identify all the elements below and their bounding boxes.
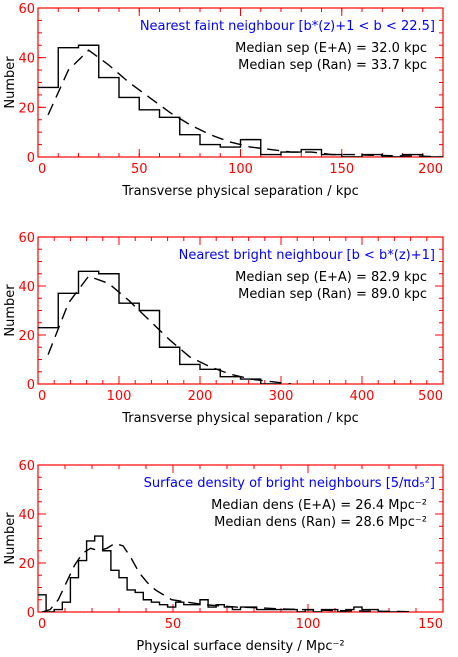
y-tick-label: 40 (18, 52, 35, 67)
y-tick-label: 40 (18, 508, 35, 523)
y-tick-label: 40 (18, 280, 35, 295)
median-annotation: Median sep (Ran) = 89.0 kpc (238, 287, 427, 302)
x-tick-label: 150 (418, 617, 443, 632)
histogram-ea-series (38, 535, 403, 612)
y-tick-label: 20 (18, 557, 35, 572)
random-sample-dashed-series (41, 542, 415, 612)
y-tick-label: 0 (27, 151, 35, 166)
x-axis-label: Transverse physical separation / kpc (121, 184, 359, 199)
x-tick-label: 50 (131, 162, 148, 177)
x-tick-label: 100 (107, 389, 132, 404)
chart-panel-1: 0 50 100 150 200 0 20 40 60 Transverse physical s… (3, 2, 444, 199)
y-tick-label: 60 (18, 459, 35, 474)
y-tick-label: 0 (27, 378, 35, 393)
x-tick-label: 100 (296, 617, 321, 632)
median-annotation: Median dens (E+A) = 26.4 Mpc⁻² (211, 498, 427, 513)
y-tick-label: 0 (27, 606, 35, 621)
chart-panel-3: 0 50 100 150 0 20 40 60 Physical surface density… (3, 459, 444, 654)
y-tick-label: 60 (18, 2, 35, 17)
median-annotation: Median dens (Ran) = 28.6 Mpc⁻² (214, 515, 427, 530)
panel-title: Surface density of bright neighbours [5/… (144, 476, 435, 491)
y-tick-label: 20 (18, 101, 35, 116)
x-tick-label: 0 (38, 389, 46, 404)
y-tick-label: 60 (18, 231, 35, 246)
median-annotation: Median sep (E+A) = 82.9 kpc (235, 270, 427, 285)
x-axis-label: Physical surface density / Mpc⁻² (136, 639, 344, 654)
histogram-ea-series (38, 44, 443, 157)
x-tick-label: 400 (350, 389, 375, 404)
panel-title: Nearest bright neighbour [b < b*(z)+1] (179, 248, 435, 263)
x-tick-label: 50 (165, 617, 182, 632)
x-tick-label: 200 (418, 162, 443, 177)
x-tick-label: 0 (38, 617, 46, 632)
random-sample-dashed-series (47, 49, 433, 157)
y-tick-label: 20 (18, 329, 35, 344)
x-tick-label: 500 (418, 389, 443, 404)
y-axis-label: Number (3, 512, 18, 565)
x-tick-label: 150 (329, 162, 354, 177)
y-axis-label: Number (3, 56, 18, 109)
random-sample-dashed-series (47, 275, 292, 384)
panel-title: Nearest faint neighbour [b*(z)+1 < b < 2… (140, 19, 435, 34)
x-tick-label: 0 (38, 162, 46, 177)
median-annotation: Median sep (Ran) = 33.7 kpc (238, 58, 427, 73)
median-annotation: Median sep (E+A) = 32.0 kpc (235, 41, 427, 56)
y-axis-label: Number (3, 284, 18, 337)
x-axis-label: Transverse physical separation / kpc (121, 411, 359, 426)
chart-panel-2: 0 100 200 300 400 500 0 20 40 60 Transverse physic… (3, 231, 444, 426)
x-tick-label: 100 (228, 162, 253, 177)
x-tick-label: 300 (269, 389, 294, 404)
x-tick-label: 200 (188, 389, 213, 404)
